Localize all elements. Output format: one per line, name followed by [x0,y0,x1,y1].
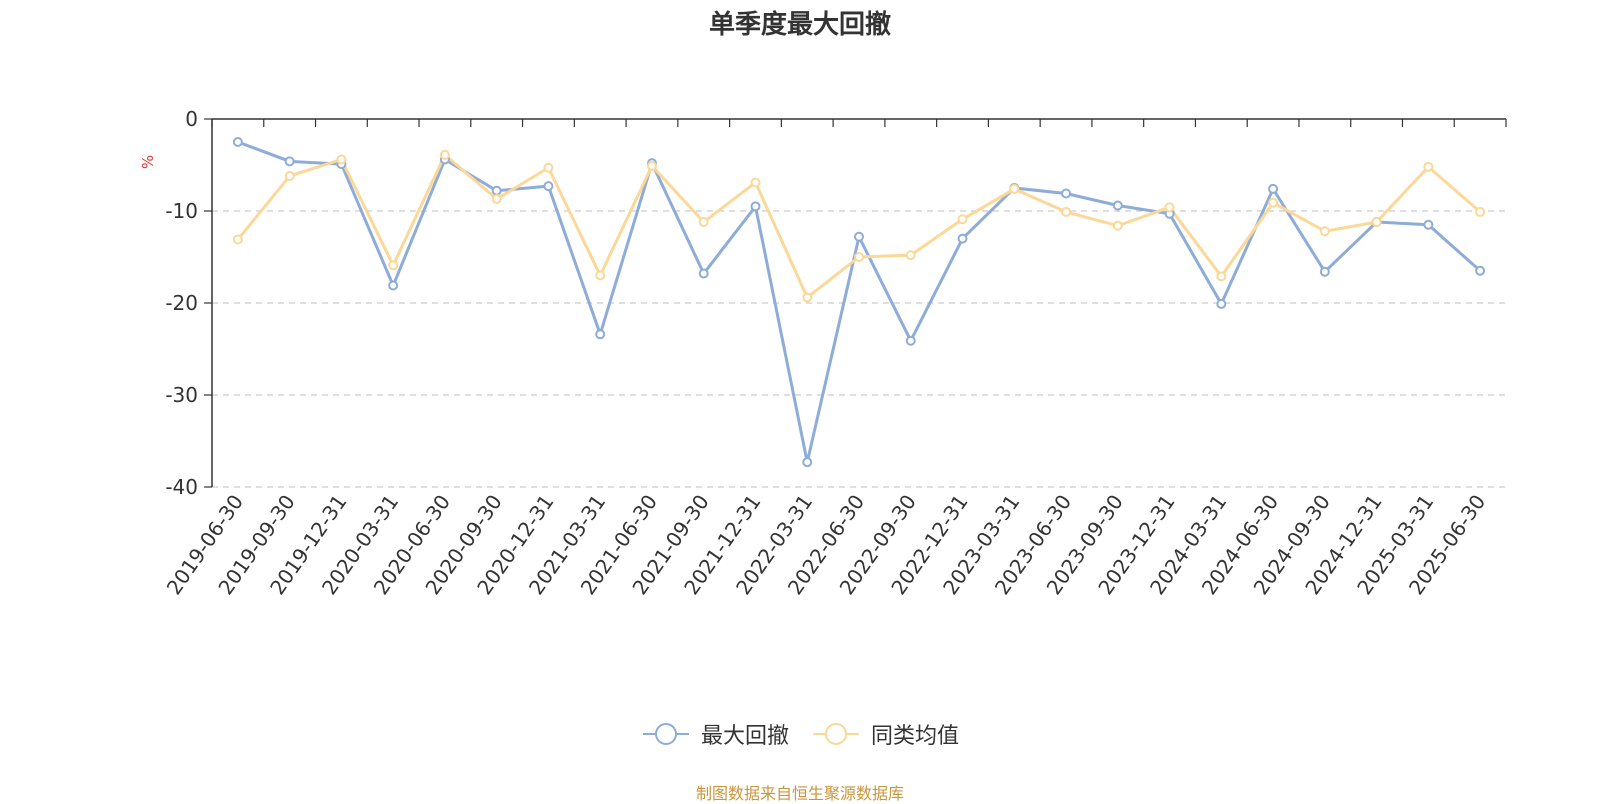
data-point-0[interactable] [1216,298,1227,309]
data-point-1[interactable] [1061,206,1072,217]
data-point-0[interactable] [1061,188,1072,199]
series-lines [232,137,1486,468]
data-point-0[interactable] [232,137,243,147]
data-point-0[interactable] [491,185,502,196]
data-point-0[interactable] [750,201,761,212]
data-point-0[interactable] [1423,219,1434,230]
data-point-0[interactable] [905,335,916,346]
y-tick-label: -40 [165,475,198,499]
data-point-1[interactable] [388,260,399,271]
legend-label-peer-average: 同类均值 [871,724,960,749]
series-line-0 [237,140,1482,464]
data-point-0[interactable] [1319,266,1330,277]
data-point-1[interactable] [854,252,864,262]
data-point-1[interactable] [1371,217,1382,228]
data-point-0[interactable] [802,457,813,468]
data-point-1[interactable] [1475,206,1486,217]
chart-title: 单季度最大回撤 [708,10,891,40]
data-point-1[interactable] [905,250,916,261]
data-point-1[interactable] [1423,161,1434,172]
data-point-0[interactable] [1112,200,1123,211]
legend-marker-peer-average [813,723,859,745]
data-point-0[interactable] [543,181,554,192]
y-tick-label: -10 [165,199,198,223]
data-point-1[interactable] [1164,202,1175,213]
legend-label-max-drawdown: 最大回撤 [700,724,789,749]
source-note: 制图数据来自恒生聚源数据库 [695,784,904,803]
legend: 最大回撤 同类均值 [0,718,1600,750]
data-point-1[interactable] [1112,220,1123,231]
data-point-1[interactable] [646,160,657,171]
data-point-0[interactable] [284,156,295,167]
data-point-0[interactable] [957,233,968,244]
data-point-1[interactable] [1216,271,1227,282]
data-point-1[interactable] [232,234,243,245]
data-point-1[interactable] [802,292,813,303]
series-line-1 [236,153,1482,299]
legend-item-peer-average[interactable]: 同类均值 [811,718,959,750]
data-point-0[interactable] [1268,183,1279,194]
data-point-0[interactable] [388,280,399,291]
data-point-0[interactable] [1475,265,1486,276]
data-point-0[interactable] [854,231,864,242]
data-point-1[interactable] [284,171,295,182]
y-axis-label: % [139,155,157,169]
data-point-1[interactable] [750,177,761,188]
data-point-1[interactable] [595,270,606,281]
legend-item-max-drawdown[interactable]: 最大回撤 [641,718,789,750]
data-point-0[interactable] [595,329,606,340]
data-point-1[interactable] [1319,226,1330,237]
data-point-1[interactable] [336,154,347,165]
data-point-1[interactable] [698,217,709,228]
data-point-1[interactable] [957,214,968,225]
y-tick-label: -20 [165,291,198,315]
data-point-1[interactable] [1009,183,1020,194]
y-tick-label: -30 [165,383,198,407]
data-point-0[interactable] [698,268,709,279]
legend-marker-max-drawdown [642,723,689,745]
data-point-1[interactable] [491,194,502,205]
data-point-1[interactable] [1268,197,1279,208]
y-tick-label: 0 [185,107,198,131]
data-point-1[interactable] [543,162,554,173]
data-point-1[interactable] [439,149,450,160]
